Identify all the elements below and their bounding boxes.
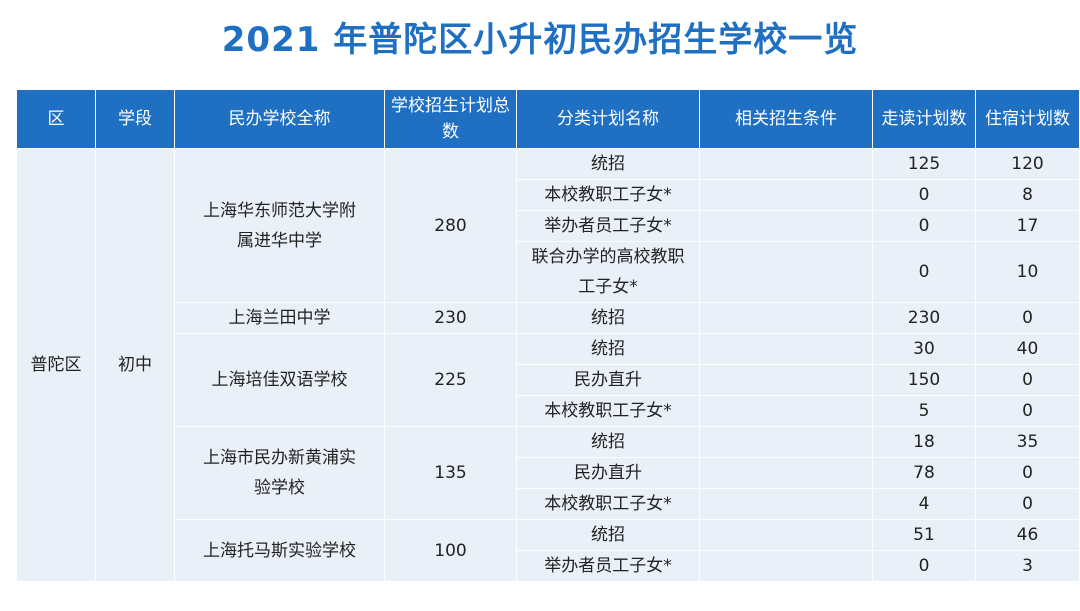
boarding-plan-cell: 17 — [975, 210, 1080, 242]
category-cell: 本校教职工子女* — [516, 488, 700, 520]
page-title: 2021 年普陀区小升初民办招生学校一览 — [221, 20, 859, 60]
conditions-cell — [699, 395, 873, 427]
category-cell: 统招 — [516, 302, 700, 334]
table-row: 联合办学的高校教职工子女* 0 10 — [17, 241, 1080, 303]
school-name-cell: 上海兰田中学 — [174, 302, 385, 334]
day-plan-cell: 0 — [872, 179, 976, 211]
table-row: 本校教职工子女* 4 0 — [17, 488, 1080, 520]
boarding-plan-cell: 0 — [975, 364, 1080, 396]
total-plan-cell: 280 — [384, 148, 517, 303]
day-plan-cell: 125 — [872, 148, 976, 180]
conditions-cell — [699, 241, 873, 303]
conditions-cell — [699, 210, 873, 242]
school-name-cell: 上海托马斯实验学校 — [174, 519, 385, 582]
table-row: 上海托马斯实验学校 100 统招 51 46 — [17, 519, 1080, 582]
table-row: 举办者员工子女* 0 3 — [17, 550, 1080, 582]
day-plan-cell: 0 — [872, 210, 976, 242]
conditions-cell — [699, 488, 873, 520]
school-name-cell: 上海培佳双语学校 — [174, 333, 385, 427]
table-body: 普陀区 初中 上海华东师范大学附属进华中学 280 统招 125 120 本校教职工子女* 0 8… — [16, 148, 1080, 582]
conditions-cell — [699, 148, 873, 180]
boarding-plan-cell: 40 — [975, 333, 1080, 365]
day-plan-cell: 30 — [872, 333, 976, 365]
boarding-plan-cell: 0 — [975, 395, 1080, 427]
total-plan-cell: 100 — [384, 519, 517, 582]
school-name-cell: 上海华东师范大学附属进华中学 — [174, 148, 385, 303]
day-plan-cell: 78 — [872, 457, 976, 489]
category-cell: 本校教职工子女* — [516, 179, 700, 211]
total-plan-cell: 135 — [384, 426, 517, 520]
category-cell: 联合办学的高校教职工子女* — [516, 241, 700, 303]
day-plan-cell: 150 — [872, 364, 976, 396]
total-plan-cell: 225 — [384, 333, 517, 427]
day-plan-cell: 5 — [872, 395, 976, 427]
table-row: 普陀区 初中 上海华东师范大学附属进华中学 280 统招 125 120 — [16, 148, 1080, 582]
table-row: 上海培佳双语学校 225 统招 30 40 — [17, 333, 1080, 427]
conditions-cell — [699, 302, 873, 334]
day-plan-cell: 0 — [872, 241, 976, 303]
table-row: 举办者员工子女* 0 17 — [17, 210, 1080, 242]
boarding-plan-cell: 3 — [975, 550, 1080, 582]
category-cell: 民办直升 — [516, 457, 700, 489]
header-district: 区 — [16, 90, 96, 149]
category-cell: 统招 — [516, 519, 700, 551]
header-conditions: 相关招生条件 — [699, 90, 873, 149]
table-row: 上海市民办新黄浦实验学校 135 统招 18 35 — [17, 426, 1080, 520]
school-name-cell: 上海市民办新黄浦实验学校 — [174, 426, 385, 520]
category-cell: 民办直升 — [516, 364, 700, 396]
category-cell: 统招 — [516, 333, 700, 365]
category-cell: 举办者员工子女* — [516, 210, 700, 242]
conditions-cell — [699, 426, 873, 458]
conditions-cell — [699, 179, 873, 211]
boarding-plan-cell: 46 — [975, 519, 1080, 551]
category-cell: 统招 — [516, 148, 700, 180]
conditions-cell — [699, 364, 873, 396]
table-row: 上海兰田中学 230 统招 230 0 — [17, 302, 1080, 334]
table-row: 本校教职工子女* 5 0 — [17, 395, 1080, 427]
boarding-plan-cell: 8 — [975, 179, 1080, 211]
conditions-cell — [699, 519, 873, 551]
header-category: 分类计划名称 — [516, 90, 700, 149]
boarding-plan-cell: 120 — [975, 148, 1080, 180]
header-boarding-plan: 住宿计划数 — [975, 90, 1080, 149]
category-cell: 举办者员工子女* — [516, 550, 700, 582]
boarding-plan-cell: 0 — [975, 457, 1080, 489]
header-total-plan: 学校招生计划总数 — [384, 90, 517, 149]
total-plan-cell: 230 — [384, 302, 517, 334]
boarding-plan-cell: 35 — [975, 426, 1080, 458]
header-school-name: 民办学校全称 — [174, 90, 385, 149]
category-cell: 统招 — [516, 426, 700, 458]
table-row: 本校教职工子女* 0 8 — [17, 179, 1080, 211]
day-plan-cell: 51 — [872, 519, 976, 551]
boarding-plan-cell: 0 — [975, 302, 1080, 334]
table-row: 民办直升 78 0 — [17, 457, 1080, 489]
header-day-plan: 走读计划数 — [872, 90, 976, 149]
header-stage: 学段 — [95, 90, 175, 149]
conditions-cell — [699, 550, 873, 582]
conditions-cell — [699, 457, 873, 489]
boarding-plan-cell: 10 — [975, 241, 1080, 303]
day-plan-cell: 0 — [872, 550, 976, 582]
category-cell: 本校教职工子女* — [516, 395, 700, 427]
conditions-cell — [699, 333, 873, 365]
stage-cell: 初中 — [95, 148, 175, 582]
boarding-plan-cell: 0 — [975, 488, 1080, 520]
district-cell: 普陀区 — [16, 148, 96, 582]
day-plan-cell: 4 — [872, 488, 976, 520]
enrollment-table: 区 学段 民办学校全称 学校招生计划总数 分类计划名称 相关招生条件 走读计划数… — [16, 90, 1080, 582]
table-header-row: 区 学段 民办学校全称 学校招生计划总数 分类计划名称 相关招生条件 走读计划数… — [16, 90, 1080, 149]
day-plan-cell: 230 — [872, 302, 976, 334]
day-plan-cell: 18 — [872, 426, 976, 458]
